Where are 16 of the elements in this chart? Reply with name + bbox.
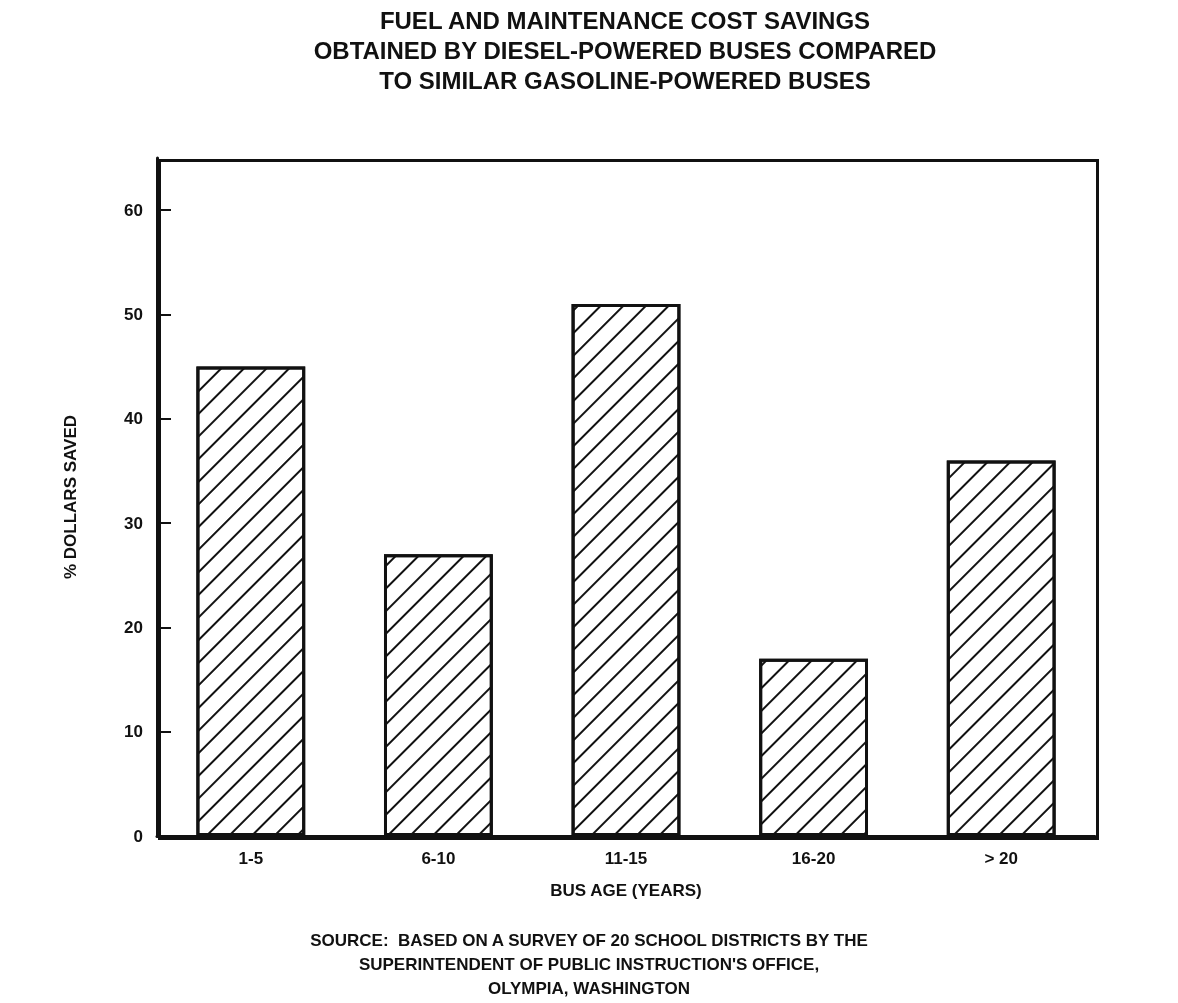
x-tick-label: 16-20 xyxy=(791,849,836,868)
y-tick-label: 10 xyxy=(124,722,143,742)
x-axis-title: BUS AGE (YEARS) xyxy=(550,881,702,900)
x-tick-label: 1-5 xyxy=(238,849,264,868)
y-tick-label: 30 xyxy=(124,513,143,533)
x-tick-label: > 20 xyxy=(984,849,1018,868)
chart-title: FUEL AND MAINTENANCE COST SAVINGS OBTAINED BY DIESEL-POWERED BUSES COMPARED TO SIMILAR GASOLINE-POWERED BUSES xyxy=(313,6,937,94)
source-note: SOURCE: BASED ON A SURVEY OF 20 SCHOOL DISTRICTS BY THE SUPERINTENDENT OF PUBLIC INSTRUCTION'S OFFICE, OLYMPIA, WASHINGTON xyxy=(310,930,868,998)
y-tick-label: 20 xyxy=(124,617,143,637)
x-tick-label: 11-15 xyxy=(604,849,648,868)
y-tick-label: 60 xyxy=(124,200,143,220)
y-tick-label: 0 xyxy=(133,826,143,846)
y-tick-label: 40 xyxy=(124,409,143,429)
y-axis-title: % DOLLARS SAVED xyxy=(61,414,80,580)
y-tick-label: 50 xyxy=(124,304,143,324)
x-tick-label: 6-10 xyxy=(421,849,456,868)
